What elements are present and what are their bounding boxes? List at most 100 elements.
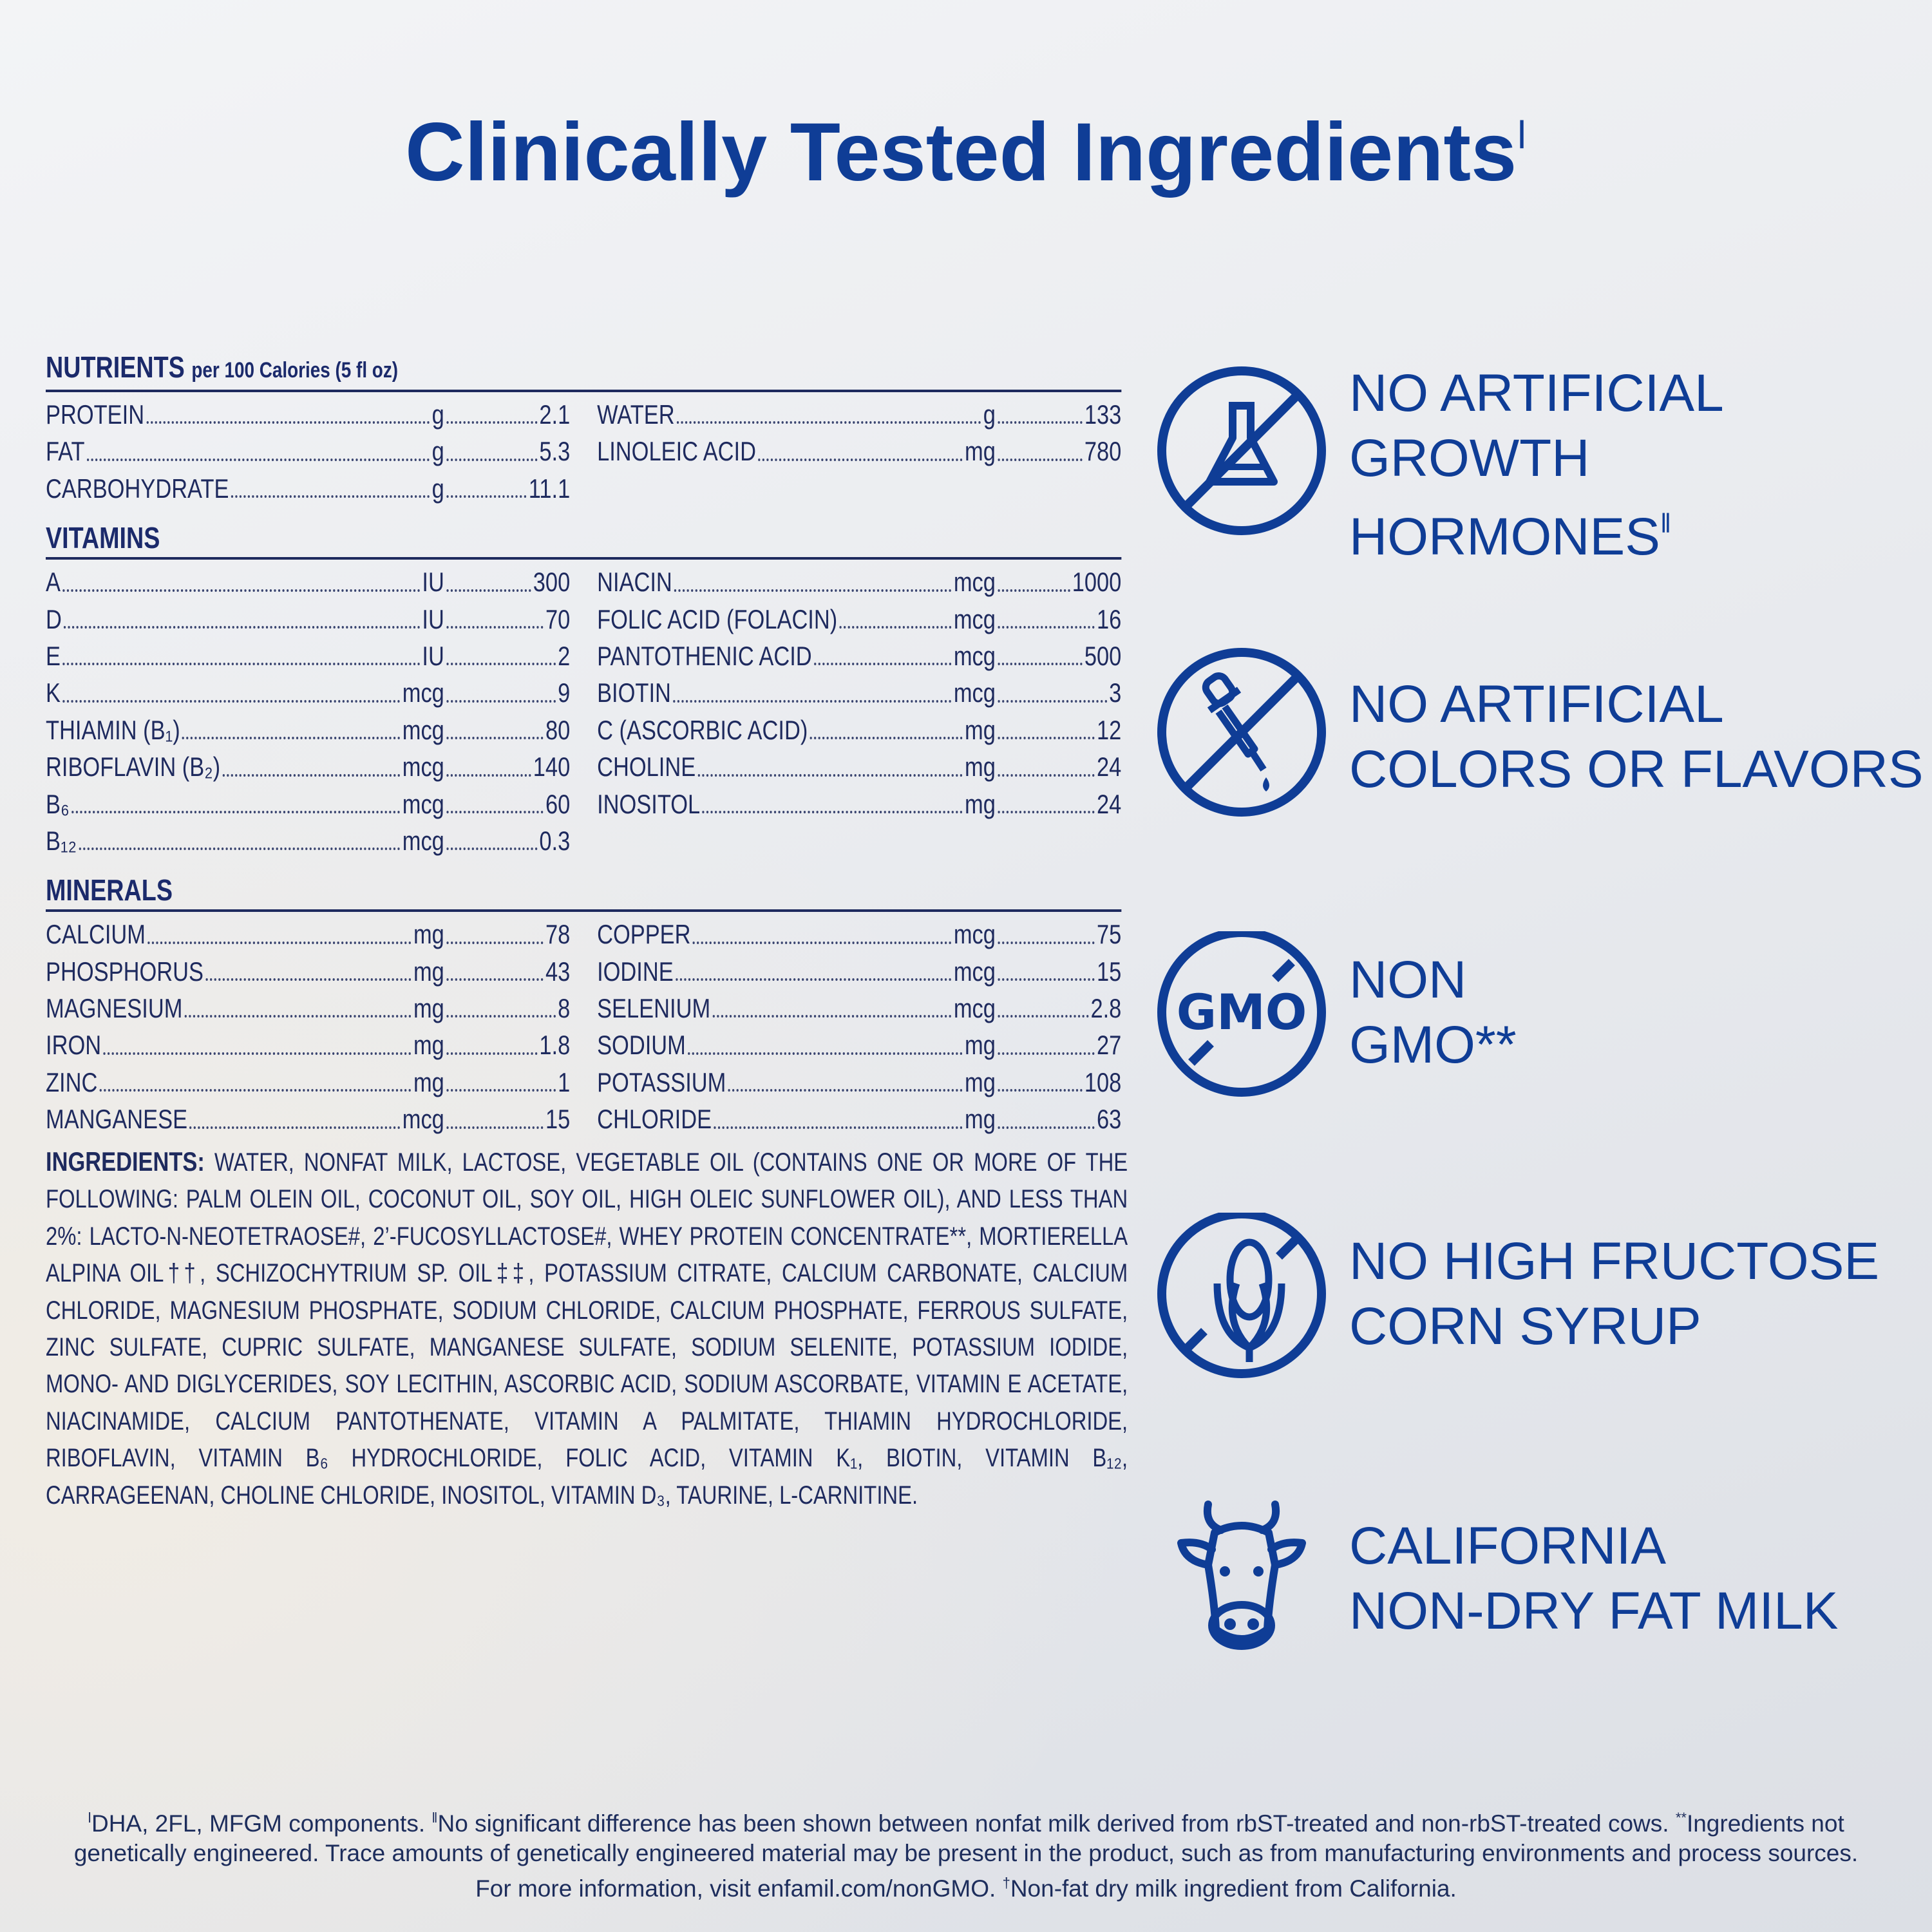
leader	[674, 589, 952, 592]
leader	[446, 1052, 538, 1055]
leader	[446, 699, 556, 703]
nutrient-row: RIBOFLAVIN (B₂) mcg 140	[46, 748, 570, 785]
claim-line: NO ARTIFICIAL	[1349, 364, 1724, 422]
nutrient-unit: mg	[413, 993, 444, 1024]
nutrient-name: MAGNESIUM	[46, 993, 183, 1024]
nutrient-unit: mg	[413, 1066, 444, 1097]
leader	[446, 941, 544, 944]
footnotes: ǀDHA, 2FL, MFGM components. ǁNo signific…	[64, 1803, 1868, 1904]
row-left: WATER g	[597, 396, 996, 433]
section-heading: NUTRIENTS per 100 Calories (5 fl oz)	[46, 348, 1122, 392]
nutrient-row: NIACIN mcg 1000	[597, 564, 1121, 600]
leader	[998, 625, 1095, 629]
column: NIACIN mcg 1000 FOLIC ACID (FOLACIN) mcg 16 PA…	[597, 564, 1121, 859]
nutrient-row: PANTOTHENIC ACID mcg 500	[597, 638, 1121, 674]
leader	[71, 810, 401, 813]
nutrient-row: POTASSIUM mg 108	[597, 1064, 1121, 1101]
section-columns: PROTEIN g 2.1 FAT g 5.3 CARBOHYDRATE g 11.1 WATER…	[46, 392, 1121, 507]
nutrient-row: BIOTIN mcg 3	[597, 674, 1121, 711]
row-left: IODINE mcg	[597, 953, 996, 990]
nutrient-unit: mg	[965, 1066, 996, 1097]
nutrient-row: B₁₂ mcg 0.3	[46, 822, 570, 859]
leader	[446, 773, 531, 777]
claim: NO HIGH FRUCTOSE CORN SYRUP	[1153, 1213, 1932, 1393]
row-left: IRON mg	[46, 1027, 444, 1063]
gmo-icon-text: GMO	[1177, 983, 1307, 1041]
ingredients-text: WATER, NONFAT MILK, LACTOSE, VEGETABLE O…	[46, 1148, 1128, 1510]
nutrient-unit: mg	[965, 1104, 996, 1135]
leader	[446, 458, 538, 461]
row-left: C (ASCORBIC ACID) mg	[597, 712, 996, 748]
section-columns: CALCIUM mg 78 PHOSPHORUS mg 43 MAGNESIUM mg 8 IRO…	[46, 912, 1121, 1137]
footnote-text: Ingredients not genetically engineered. …	[73, 1810, 1859, 1902]
nutrient-value: 1	[558, 1066, 571, 1097]
nutrient-value: 5.3	[539, 436, 571, 467]
row-left: CHOLINE mg	[597, 748, 996, 785]
row-left: B₁₂ mcg	[46, 822, 444, 859]
nutrient-unit: mg	[965, 788, 996, 819]
claim-line-text: HORMONES	[1349, 507, 1660, 566]
nutrient-row: INOSITOL mg 24	[597, 786, 1121, 822]
nutrient-unit: mcg	[402, 825, 444, 856]
nutrient-unit: mg	[413, 919, 444, 950]
nutrient-unit: mg	[413, 1030, 444, 1061]
nutrient-row: SELENIUM mcg 2.8	[597, 990, 1121, 1027]
claim-line: COLORS OR FLAVORS	[1349, 740, 1924, 799]
leader	[446, 810, 544, 813]
nutrient-name: IRON	[46, 1030, 102, 1061]
leader	[728, 1089, 963, 1092]
row-left: CHLORIDE mg	[597, 1101, 996, 1137]
leader	[62, 663, 421, 666]
nutrient-value: 2.8	[1090, 993, 1122, 1024]
claim-text: NO HIGH FRUCTOSE CORN SYRUP	[1349, 1229, 1879, 1359]
nutrient-name: A	[46, 567, 61, 598]
nutrient-row: PHOSPHORUS mg 43	[46, 953, 570, 990]
leader	[231, 495, 430, 498]
corn-icon	[1157, 1213, 1326, 1378]
nutrient-value: 63	[1097, 1104, 1122, 1135]
nutrient-row: FOLIC ACID (FOLACIN) mcg 16	[597, 601, 1121, 638]
nutrient-name: B₁₂	[46, 825, 77, 856]
claim-line: HORMONESǁ	[1349, 491, 1724, 569]
leader	[810, 737, 963, 740]
row-right: 24	[996, 748, 1121, 785]
row-left: LINOLEIC ACID mg	[597, 433, 996, 469]
nutrient-row: CALCIUM mg 78	[46, 916, 570, 952]
nutrient-name: ZINC	[46, 1066, 98, 1097]
table-section: MINERALS CALCIUM mg 78 PHOSPHORUS mg 43 MAGNESI…	[46, 871, 1122, 1137]
ingredients-label: INGREDIENTS:	[46, 1146, 205, 1177]
nutrient-unit: g	[431, 436, 444, 467]
nutrient-value: 3	[1109, 677, 1122, 708]
row-right: 11.1	[444, 470, 570, 507]
claim-line: CALIFORNIA	[1349, 1517, 1667, 1575]
ingredients: INGREDIENTS: WATER, NONFAT MILK, LACTOSE…	[46, 1143, 1128, 1514]
nutrient-value: 12	[1097, 714, 1122, 745]
row-right: 15	[996, 953, 1121, 990]
leader	[998, 1052, 1095, 1055]
leader	[998, 458, 1083, 461]
leader	[446, 1015, 556, 1018]
section-heading: MINERALS	[46, 871, 1122, 913]
leader	[998, 941, 1095, 944]
row-left: SELENIUM mcg	[597, 990, 996, 1027]
leader	[184, 1015, 412, 1018]
nutrient-unit: g	[983, 399, 996, 430]
nutrient-value: 140	[533, 752, 571, 782]
nutrient-name: CARBOHYDRATE	[46, 473, 229, 504]
leader	[998, 810, 1095, 813]
claim-text: NON GMO**	[1349, 947, 1517, 1077]
row-right: 27	[996, 1027, 1121, 1063]
cow-icon	[1177, 1501, 1306, 1650]
nutrient-unit: mcg	[402, 752, 444, 782]
leader	[446, 1126, 544, 1129]
footnote-mark: †	[1002, 1875, 1010, 1891]
row-left: D IU	[46, 601, 444, 638]
nutrient-name: IODINE	[597, 956, 674, 987]
nutrient-row: A IU 300	[46, 564, 570, 600]
nutrient-unit: g	[431, 399, 444, 430]
nutrient-name: COPPER	[597, 919, 691, 950]
nutrient-row: THIAMIN (B₁) mcg 80	[46, 712, 570, 748]
